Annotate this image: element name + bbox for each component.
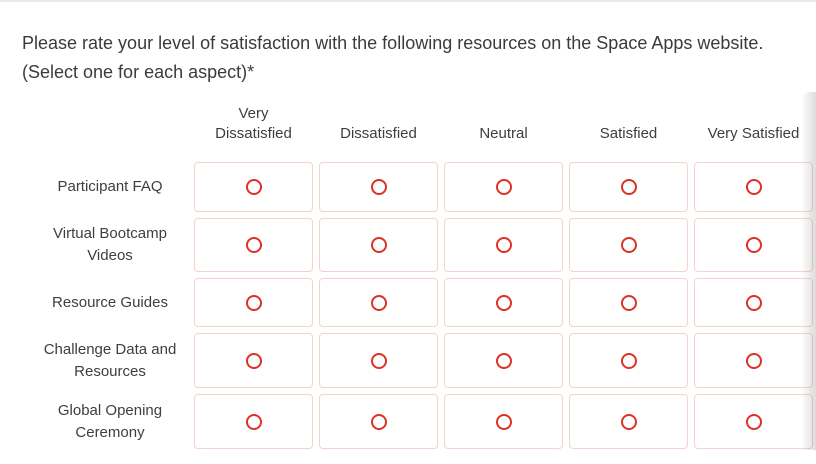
radio-resource-guides-dissatisfied[interactable]	[319, 278, 438, 327]
radio-icon	[370, 413, 387, 430]
radio-icon	[495, 294, 512, 311]
radio-opening-ceremony-neutral[interactable]	[444, 394, 563, 449]
radio-participant-faq-dissatisfied[interactable]	[319, 162, 438, 212]
radio-resource-guides-satisfied[interactable]	[569, 278, 688, 327]
radio-icon	[495, 179, 512, 195]
radio-participant-faq-very-dissatisfied[interactable]	[194, 162, 313, 212]
radio-icon	[495, 352, 512, 369]
radio-icon	[745, 179, 762, 195]
radio-opening-ceremony-very-satisfied[interactable]	[694, 394, 813, 449]
radio-participant-faq-very-satisfied[interactable]	[694, 162, 813, 212]
radio-resource-guides-very-satisfied[interactable]	[694, 278, 813, 327]
radio-icon	[370, 352, 387, 369]
radio-icon	[370, 237, 387, 253]
radio-icon	[745, 413, 762, 430]
radio-challenge-data-neutral[interactable]	[444, 333, 563, 388]
radio-icon	[620, 413, 637, 430]
matrix-table: Very Dissatisfied Dissatisfied Neutral S…	[0, 95, 813, 449]
row-label-resource-guides: Resource Guides	[52, 293, 168, 311]
radio-icon	[620, 179, 637, 195]
radio-icon	[620, 294, 637, 311]
row-label-bootcamp-videos: Virtual Bootcamp Videos	[53, 225, 167, 264]
column-header-label: Neutral	[479, 125, 528, 142]
radio-icon	[245, 352, 262, 369]
radio-participant-faq-satisfied[interactable]	[569, 162, 688, 212]
radio-bootcamp-videos-satisfied[interactable]	[569, 218, 688, 272]
row-label-opening-ceremony: Global Opening Ceremony	[57, 401, 163, 441]
column-header-satisfied: Satisfied	[569, 95, 688, 156]
question-text: Please rate your level of satisfaction w…	[22, 33, 764, 82]
radio-icon	[370, 294, 387, 311]
column-header-label: Dissatisfied	[340, 125, 417, 142]
radio-challenge-data-very-satisfied[interactable]	[694, 333, 813, 388]
radio-opening-ceremony-dissatisfied[interactable]	[319, 394, 438, 449]
header-spacer	[0, 95, 188, 156]
column-header-label: Very Dissatisfied	[215, 105, 292, 142]
radio-bootcamp-videos-dissatisfied[interactable]	[319, 218, 438, 272]
radio-icon	[620, 237, 637, 253]
top-divider	[0, 0, 816, 2]
radio-challenge-data-satisfied[interactable]	[569, 333, 688, 388]
radio-icon	[745, 237, 762, 253]
radio-opening-ceremony-very-dissatisfied[interactable]	[194, 394, 313, 449]
radio-icon	[245, 294, 262, 311]
radio-resource-guides-very-dissatisfied[interactable]	[194, 278, 313, 327]
radio-icon	[245, 179, 262, 195]
row-label-participant-faq: Participant FAQ	[57, 178, 163, 195]
radio-icon	[620, 352, 637, 369]
radio-opening-ceremony-satisfied[interactable]	[569, 394, 688, 449]
column-header-dissatisfied: Dissatisfied	[319, 95, 438, 156]
radio-icon	[245, 237, 262, 253]
radio-resource-guides-neutral[interactable]	[444, 278, 563, 327]
radio-bootcamp-videos-neutral[interactable]	[444, 218, 563, 272]
column-header-label: Very Satisfied	[707, 125, 800, 142]
radio-participant-faq-neutral[interactable]	[444, 162, 563, 212]
radio-challenge-data-very-dissatisfied[interactable]	[194, 333, 313, 388]
row-label-challenge-data: Challenge Data and Resources	[43, 340, 177, 380]
radio-icon	[745, 352, 762, 369]
radio-bootcamp-videos-very-satisfied[interactable]	[694, 218, 813, 272]
column-header-neutral: Neutral	[444, 95, 563, 156]
radio-icon	[370, 179, 387, 195]
radio-icon	[245, 413, 262, 430]
column-header-very-dissatisfied: Very Dissatisfied	[194, 95, 313, 156]
radio-icon	[495, 413, 512, 430]
radio-icon	[495, 237, 512, 253]
radio-bootcamp-videos-very-dissatisfied[interactable]	[194, 218, 313, 272]
column-header-label: Satisfied	[599, 125, 658, 142]
radio-challenge-data-dissatisfied[interactable]	[319, 333, 438, 388]
radio-icon	[745, 294, 762, 311]
column-header-very-satisfied: Very Satisfied	[694, 95, 813, 156]
